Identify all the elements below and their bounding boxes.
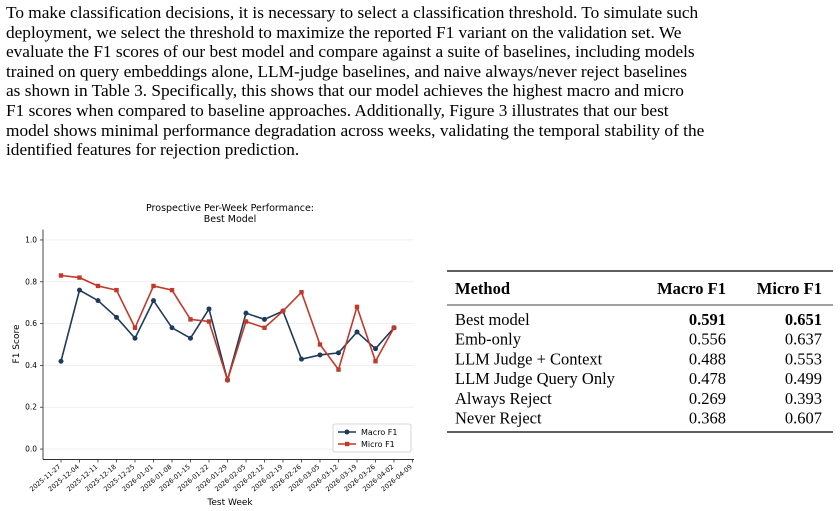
- point: [225, 377, 230, 383]
- y-tick-label: 0.6: [25, 319, 37, 328]
- point: [58, 273, 64, 278]
- table-cell: 0.553: [785, 349, 822, 368]
- table-cell: 0.499: [785, 369, 822, 388]
- table-cell: LLM Judge Query Only: [455, 369, 616, 388]
- point: [317, 352, 323, 358]
- point: [169, 325, 175, 331]
- table-cell: 0.591: [689, 310, 726, 329]
- table-cell: Best model: [455, 310, 530, 329]
- point: [299, 290, 304, 295]
- y-tick-label: 0.2: [25, 403, 37, 412]
- table-header: Micro F1: [757, 279, 822, 298]
- point: [77, 275, 82, 280]
- legend-marker: [345, 441, 350, 447]
- point: [317, 342, 323, 347]
- point: [354, 304, 360, 310]
- table-cell: 0.269: [689, 389, 726, 408]
- point: [58, 358, 64, 364]
- legend-box: [332, 423, 412, 453]
- point: [132, 325, 138, 330]
- text-line: identified features for rejection predic…: [6, 140, 300, 160]
- text-line: trained on query embeddings alone, LLM-j…: [6, 61, 687, 81]
- legend-marker: [344, 429, 350, 435]
- table-cell: 0.368: [689, 409, 726, 428]
- table-cell: 0.478: [689, 369, 726, 388]
- point: [206, 306, 212, 312]
- text-line: deployment, we select the threshold to m…: [6, 22, 682, 42]
- point: [132, 335, 138, 341]
- legend-label: Macro F1: [361, 428, 397, 437]
- point: [336, 350, 341, 356]
- y-axis-label: F1 Score: [12, 324, 22, 363]
- table-cell: Emb-only: [455, 330, 522, 349]
- table-cell: Always Reject: [455, 389, 552, 408]
- table-cell: Never Reject: [455, 409, 542, 428]
- table-cell: 0.556: [689, 330, 726, 349]
- series-line: [60, 288, 395, 384]
- table-header: Macro F1: [657, 279, 726, 298]
- y-tick-label: 0.8: [25, 277, 37, 286]
- point: [391, 325, 397, 330]
- x-axis-label: Test Week: [206, 498, 253, 508]
- point: [299, 356, 304, 362]
- table-cell: 0.637: [785, 330, 822, 349]
- text-line: model shows minimal performance degradat…: [6, 120, 705, 140]
- y-tick-label: 1.0: [25, 235, 37, 244]
- table-cell: 0.488: [689, 349, 726, 368]
- text-line: To make classification decisions, it is …: [6, 3, 699, 22]
- paragraph: To make classification decisions, it is …: [6, 3, 704, 160]
- point: [280, 308, 286, 314]
- point: [77, 287, 82, 293]
- point: [95, 298, 101, 304]
- y-tick-label: 0.4: [25, 361, 37, 370]
- point: [151, 283, 156, 289]
- point: [206, 319, 212, 324]
- table-header: Method: [455, 279, 510, 298]
- point: [373, 359, 378, 364]
- point: [151, 298, 156, 304]
- chart-subtitle: Best Model: [204, 214, 257, 225]
- point: [114, 314, 119, 320]
- point: [169, 287, 175, 293]
- point: [262, 316, 267, 322]
- point: [373, 346, 378, 352]
- text-line: F1 scores when compared to baseline appr…: [6, 100, 669, 120]
- point: [188, 335, 193, 341]
- point: [95, 283, 101, 289]
- point: [243, 319, 249, 324]
- point: [262, 325, 267, 330]
- point: [243, 310, 249, 316]
- table-cell: 0.651: [785, 310, 822, 329]
- text-line: as shown in Table 3. Specifically, this …: [6, 81, 684, 101]
- legend-label: Micro F1: [361, 440, 395, 449]
- point: [188, 317, 193, 322]
- y-tick-label: 0.0: [25, 445, 37, 454]
- table-cell: 0.393: [785, 389, 822, 408]
- point: [336, 367, 341, 372]
- text-line: evaluate the F1 scores of our best model…: [6, 42, 695, 62]
- point: [114, 287, 119, 293]
- series-line: [60, 274, 395, 383]
- point: [354, 329, 360, 335]
- table-cell: 0.607: [785, 409, 822, 428]
- chart-title: Prospective Per-Week Performance:: [146, 203, 314, 214]
- table-cell: LLM Judge + Context: [455, 349, 603, 368]
- table: Method Macro F1 Micro F1 Best model 0.591 0.6…: [447, 270, 833, 433]
